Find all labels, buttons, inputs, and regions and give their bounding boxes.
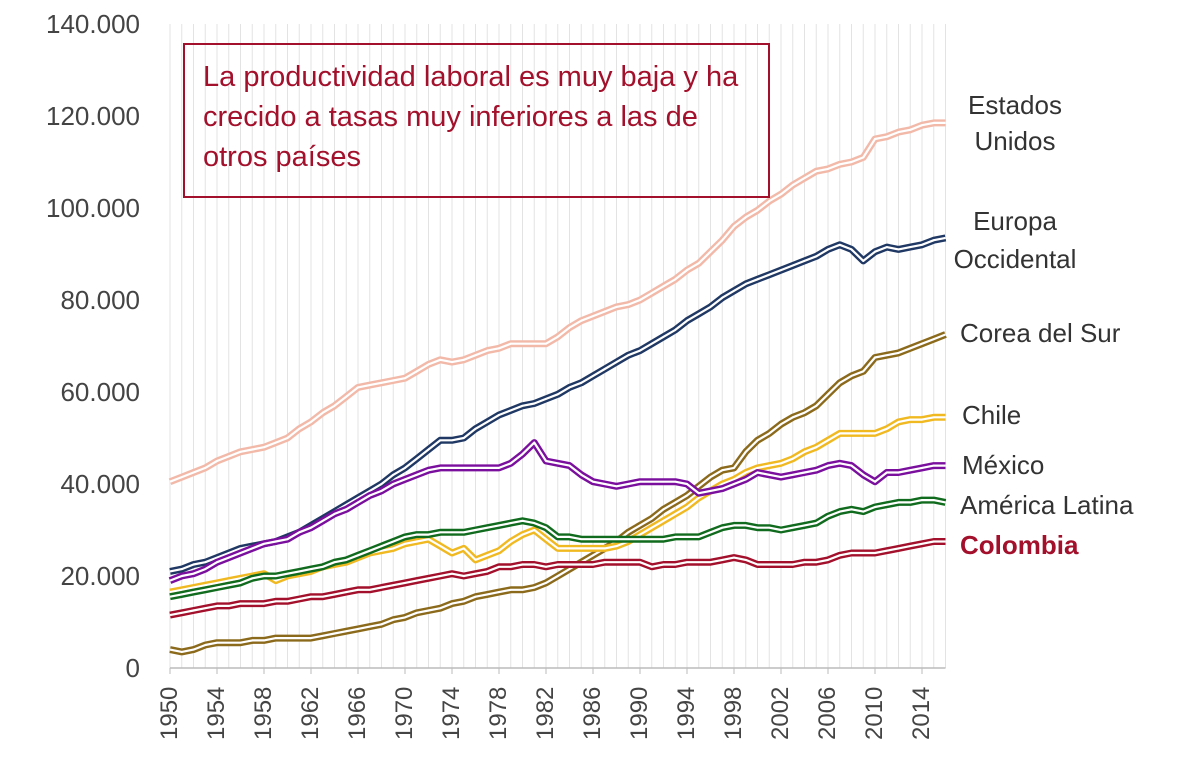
series-line-inner xyxy=(169,540,946,617)
series-label: Europa Occidental xyxy=(953,206,1077,274)
series-label: Colombia xyxy=(960,530,1079,560)
series-line-inner xyxy=(169,333,946,653)
x-tick-label: 1958 xyxy=(250,686,277,740)
x-tick-label: 1950 xyxy=(156,686,183,740)
x-tick-label: 1954 xyxy=(203,686,230,740)
x-tick-label: 1990 xyxy=(626,686,653,740)
x-tick-label: 1998 xyxy=(720,686,747,740)
y-tick-label: 60.000 xyxy=(60,377,140,407)
y-tick-label: 40.000 xyxy=(60,469,140,499)
x-tick-label: 1978 xyxy=(485,686,512,740)
x-tick-label: 1966 xyxy=(344,686,371,740)
x-tick-label: 1962 xyxy=(297,686,324,740)
y-tick-label: 100.000 xyxy=(46,193,140,223)
series-line-inner xyxy=(169,121,946,483)
series-label: México xyxy=(962,450,1045,480)
series-label: Estados Unidos xyxy=(968,90,1062,156)
y-tick-label: 140.000 xyxy=(46,9,140,39)
y-tick-label: 80.000 xyxy=(60,285,140,315)
x-tick-label: 2002 xyxy=(767,686,794,740)
y-tick-label: 20.000 xyxy=(60,561,140,591)
x-tick-label: 2006 xyxy=(814,686,841,740)
x-tick-label: 2014 xyxy=(908,686,935,740)
series-label: Corea del Sur xyxy=(960,318,1121,348)
y-tick-label: 120.000 xyxy=(46,101,140,131)
x-tick-label: 2010 xyxy=(861,686,888,740)
x-tick-label: 1974 xyxy=(438,686,465,740)
x-tick-label: 1970 xyxy=(391,686,418,740)
series-line-inner xyxy=(169,499,946,598)
annotation: La productividad laboral es muy baja y h… xyxy=(183,43,770,198)
y-tick-label: 0 xyxy=(125,653,140,683)
x-tick-label: 1986 xyxy=(579,686,606,740)
series-label: América Latina xyxy=(960,490,1134,520)
series-line-inner xyxy=(169,441,946,582)
series-label: Chile xyxy=(962,400,1022,430)
x-tick-label: 1994 xyxy=(673,686,700,740)
x-tick-label: 1982 xyxy=(532,686,559,740)
